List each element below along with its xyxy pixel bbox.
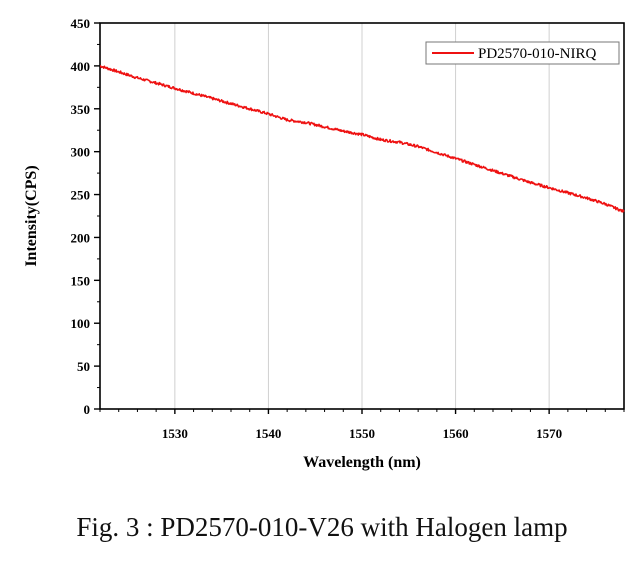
x-tick-label: 1550: [349, 426, 375, 441]
y-tick-label: 0: [84, 402, 91, 417]
y-tick-label: 50: [77, 359, 90, 374]
y-tick-label: 250: [71, 188, 91, 203]
y-tick-label: 400: [71, 59, 91, 74]
figure-caption: Fig. 3 : PD2570-010-V26 with Halogen lam…: [76, 512, 568, 542]
x-axis-ticks: 1530 1540 1550 1560 1570: [99, 409, 625, 441]
y-tick-label: 350: [71, 102, 91, 117]
legend-label: PD2570-010-NIRQ: [478, 46, 596, 62]
y-tick-label: 150: [71, 273, 91, 288]
series-layer: [99, 65, 625, 213]
legend-box: [425, 41, 620, 65]
legend: PD2570-010-NIRQ: [425, 41, 620, 65]
y-tick-label: 200: [71, 230, 91, 245]
y-axis-title: Intensity(CPS): [23, 165, 40, 266]
y-tick-label: 450: [71, 16, 91, 31]
chart: 1530 1540 1550 1560 1570 0 50 100 150 200 250 300 3…: [23, 16, 625, 471]
y-tick-label: 100: [71, 316, 91, 331]
gridlines: [174, 23, 550, 409]
series-line: [99, 65, 625, 213]
x-axis-title: Wavelength (nm): [303, 454, 421, 471]
x-tick-label: 1570: [536, 426, 562, 441]
x-tick-label: 1560: [443, 426, 469, 441]
y-axis-ticks: 0 50 100 150 200 250 300 350 400 450: [71, 16, 100, 417]
x-tick-label: 1540: [255, 426, 281, 441]
x-tick-label: 1530: [162, 426, 188, 441]
y-tick-label: 300: [71, 145, 91, 160]
